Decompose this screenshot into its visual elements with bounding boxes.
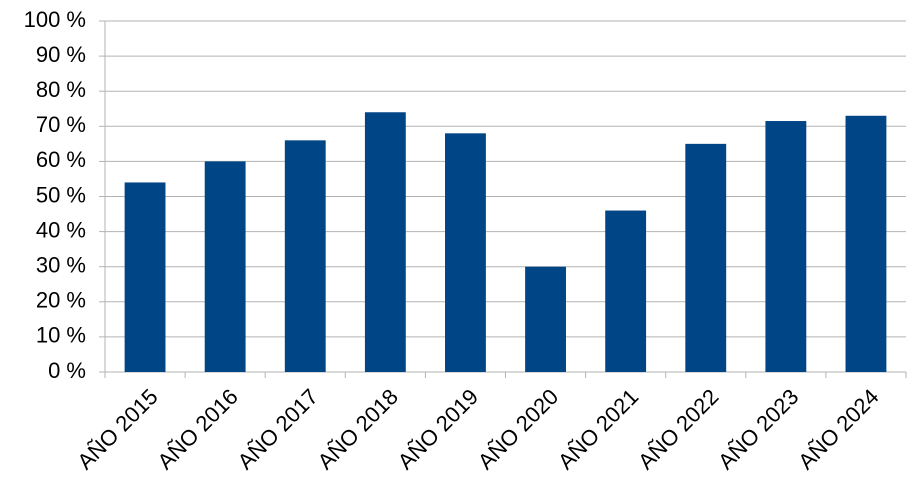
x-tick-label: AÑO 2015	[72, 384, 162, 474]
y-tick-label: 10 %	[36, 323, 86, 348]
bar	[364, 112, 406, 372]
y-tick-label: 100 %	[24, 7, 86, 32]
bar	[525, 266, 566, 372]
bar	[605, 210, 647, 372]
y-tick-label: 60 %	[36, 147, 86, 172]
y-tick-label: 30 %	[36, 253, 86, 278]
x-tick-label: AÑO 2016	[152, 384, 242, 474]
x-tick-label: AÑO 2021	[553, 384, 643, 474]
x-tick-label: AÑO 2020	[473, 384, 563, 474]
bar	[765, 121, 807, 372]
bar	[445, 133, 486, 372]
y-tick-label: 90 %	[36, 42, 86, 67]
bar	[845, 115, 887, 373]
y-tick-label: 20 %	[36, 288, 86, 313]
bar	[685, 143, 727, 372]
y-tick-label: 40 %	[36, 217, 86, 242]
bar	[284, 140, 326, 372]
x-tick-label: AÑO 2023	[713, 384, 803, 474]
y-tick-label: 70 %	[36, 112, 86, 137]
y-tick-label: 80 %	[36, 77, 86, 102]
x-tick-label: AÑO 2024	[793, 384, 883, 474]
x-tick-label: AÑO 2018	[313, 384, 403, 474]
y-tick-label: 0 %	[48, 358, 86, 383]
bar	[124, 182, 166, 372]
x-tick-label: AÑO 2019	[393, 384, 483, 474]
x-tick-label: AÑO 2022	[633, 384, 723, 474]
y-tick-label: 50 %	[36, 182, 86, 207]
x-tick-label: AÑO 2017	[233, 384, 323, 474]
bar	[204, 161, 246, 372]
